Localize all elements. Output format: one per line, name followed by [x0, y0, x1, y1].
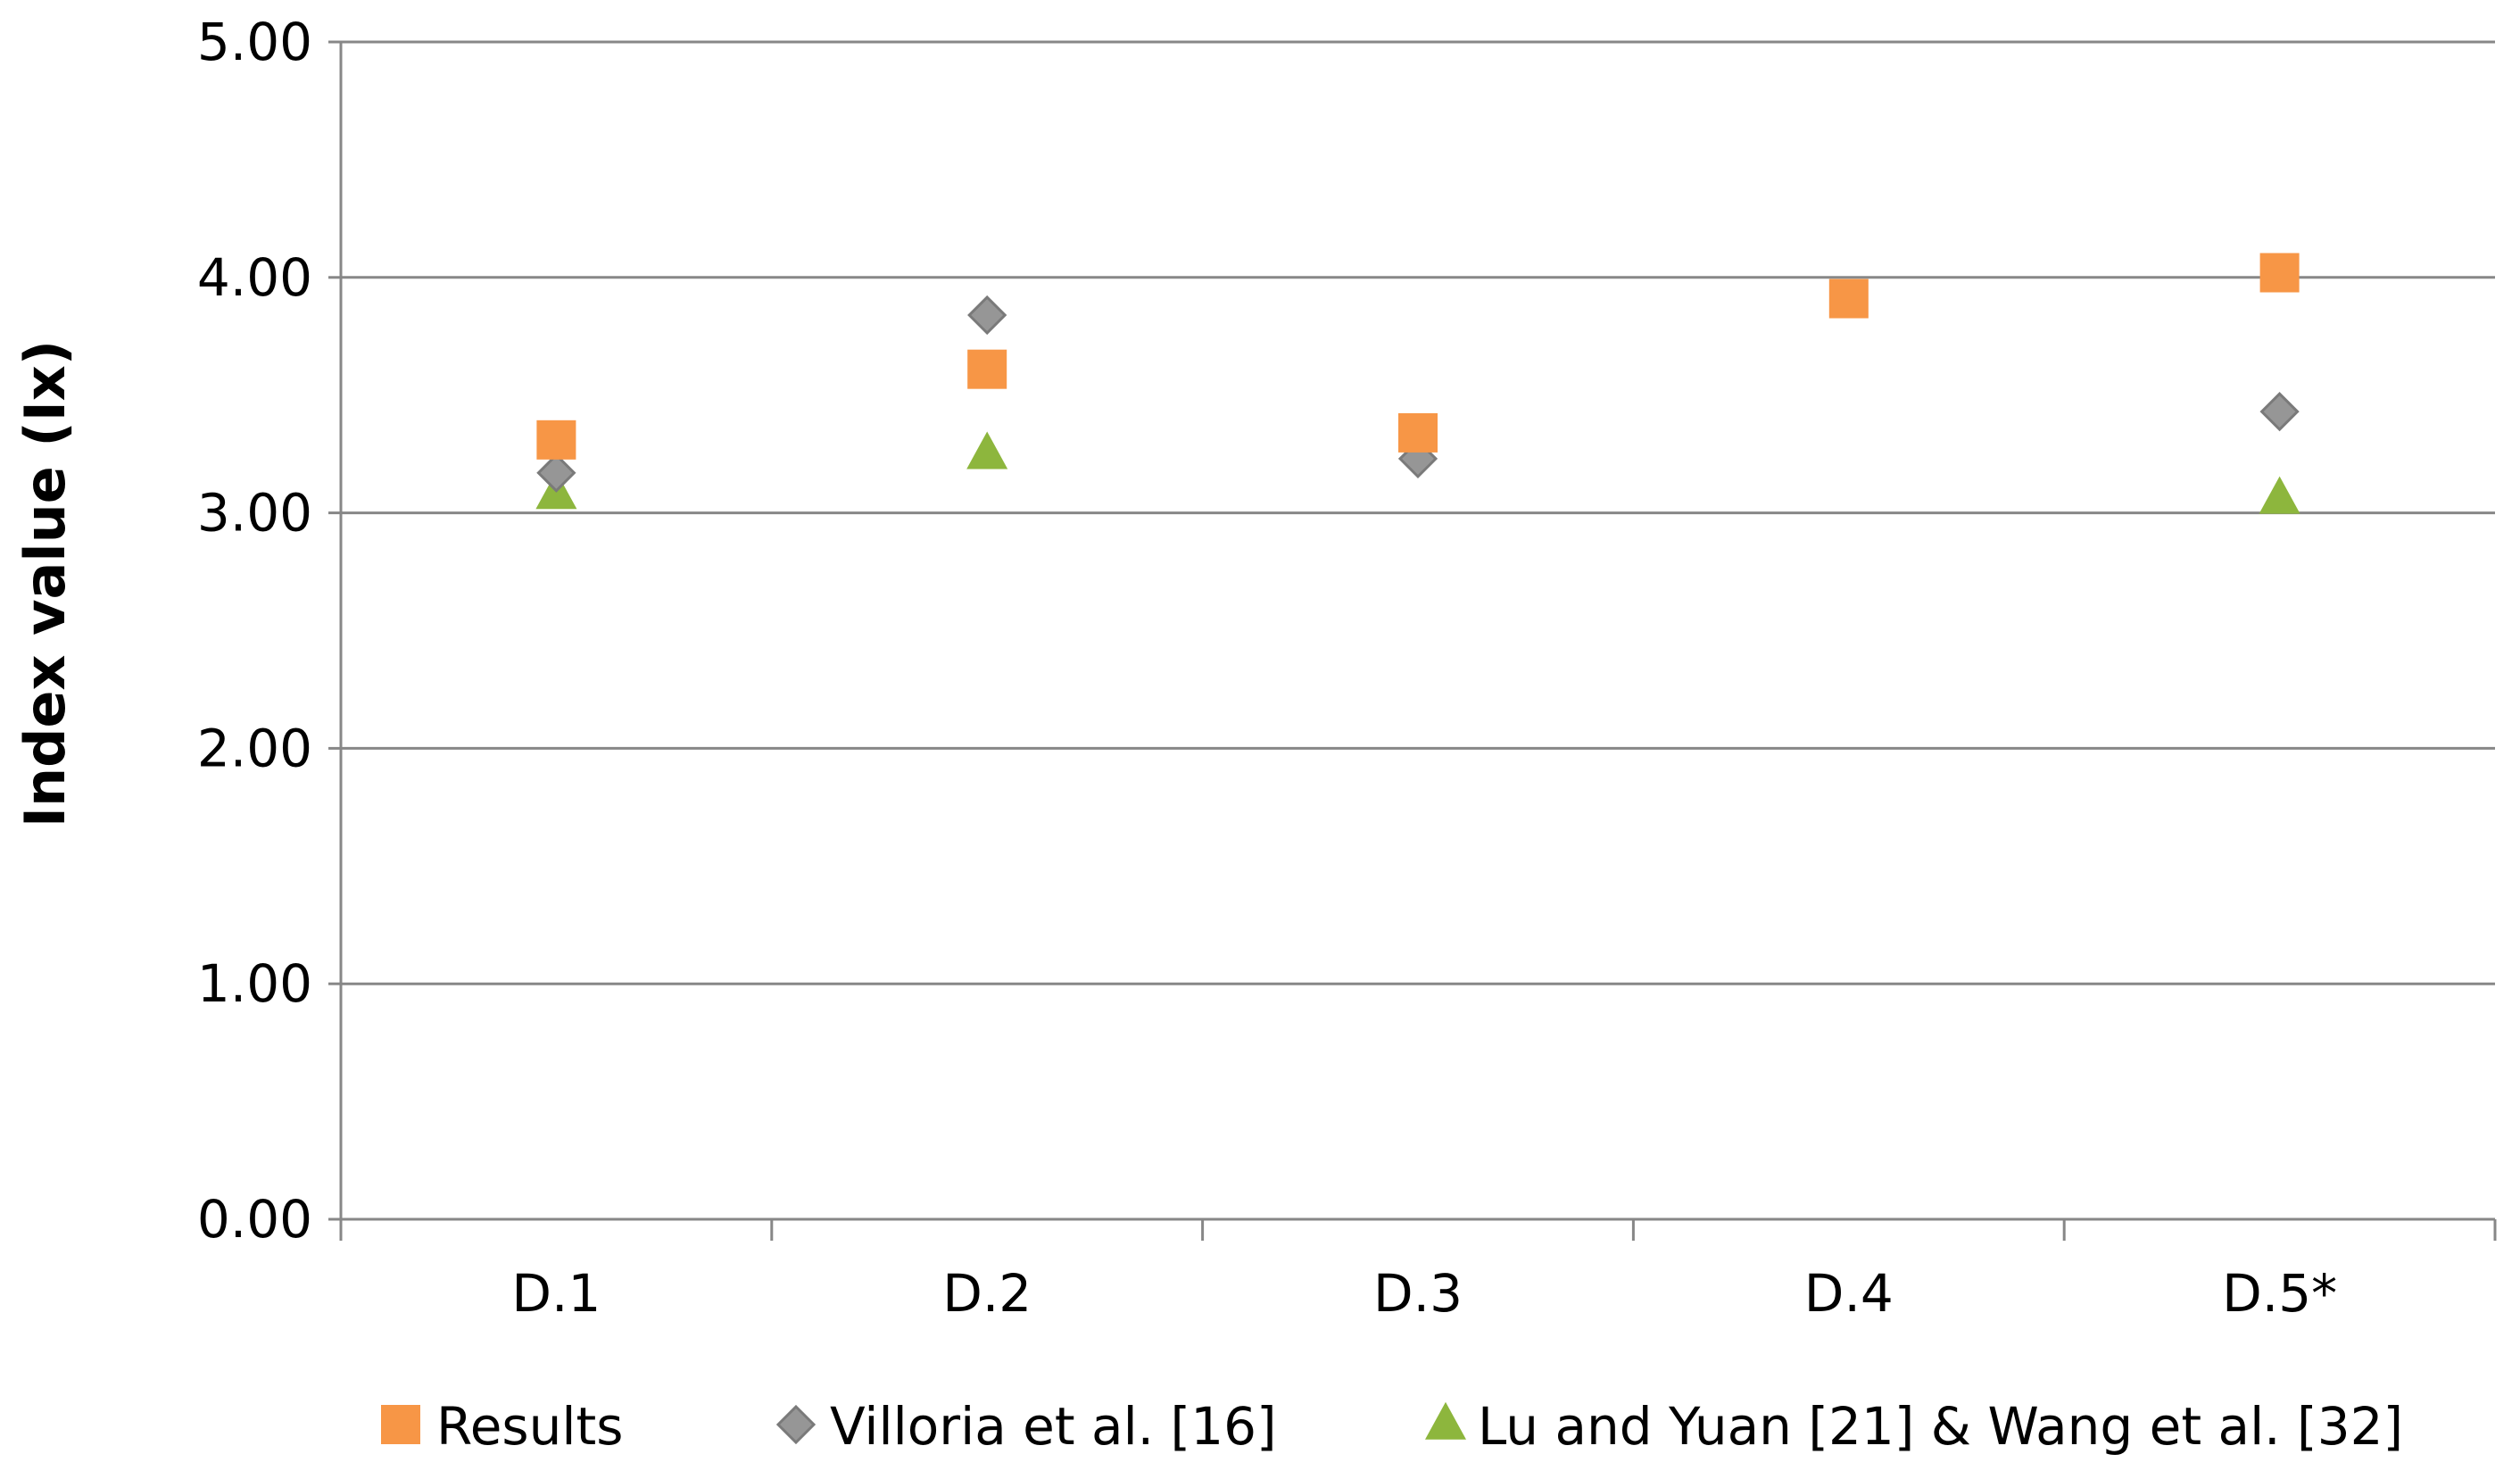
- y-tick-label: 1.00: [197, 953, 312, 1014]
- data-point-square: [536, 420, 576, 460]
- data-point-diamond: [967, 295, 1007, 336]
- x-tick-label: D.1: [511, 1263, 601, 1324]
- data-point-diamond: [1397, 438, 1438, 479]
- legend: Results Villoria et al. [16] Lu and Yuan […: [381, 1396, 2403, 1457]
- data-markers: [535, 253, 2300, 514]
- legend-marker-diamond: [775, 1404, 817, 1445]
- legend-label: Villoria et al. [16]: [830, 1396, 1277, 1457]
- legend-marker-triangle: [1425, 1401, 1466, 1440]
- data-point-diamond: [2259, 392, 2300, 432]
- x-tick-label: D.4: [1804, 1263, 1894, 1324]
- axes: [328, 40, 2497, 1241]
- legend-label: Lu and Yuan [21] & Wang et al. [32]: [1478, 1396, 2403, 1457]
- x-tick-label: D.5*: [2222, 1263, 2337, 1324]
- data-point-square: [967, 349, 1007, 389]
- x-tick-label: D.2: [942, 1263, 1032, 1324]
- data-point-triangle: [2259, 476, 2300, 514]
- y-tick-labels: 0.00 1.00 2.00 3.00 4.00 5.00: [197, 12, 312, 1250]
- data-point-triangle: [966, 431, 1008, 469]
- data-point-square: [1398, 412, 1438, 453]
- x-tick-label: D.3: [1373, 1263, 1463, 1324]
- legend-label: Results: [436, 1396, 623, 1457]
- y-tick-label: 4.00: [197, 247, 312, 308]
- legend-marker-square: [381, 1405, 420, 1444]
- y-tick-label: 0.00: [197, 1189, 312, 1250]
- data-point-square: [1828, 278, 1869, 319]
- y-tick-label: 5.00: [197, 12, 312, 72]
- y-tick-label: 3.00: [197, 483, 312, 544]
- data-point-diamond: [536, 453, 576, 493]
- y-axis-label: Index value (Ix): [12, 340, 78, 827]
- data-point-square: [2259, 253, 2300, 293]
- gridlines: [341, 40, 2495, 985]
- x-tick-labels: D.1 D.2 D.3 D.4 D.5*: [511, 1263, 2337, 1324]
- y-tick-label: 2.00: [197, 718, 312, 778]
